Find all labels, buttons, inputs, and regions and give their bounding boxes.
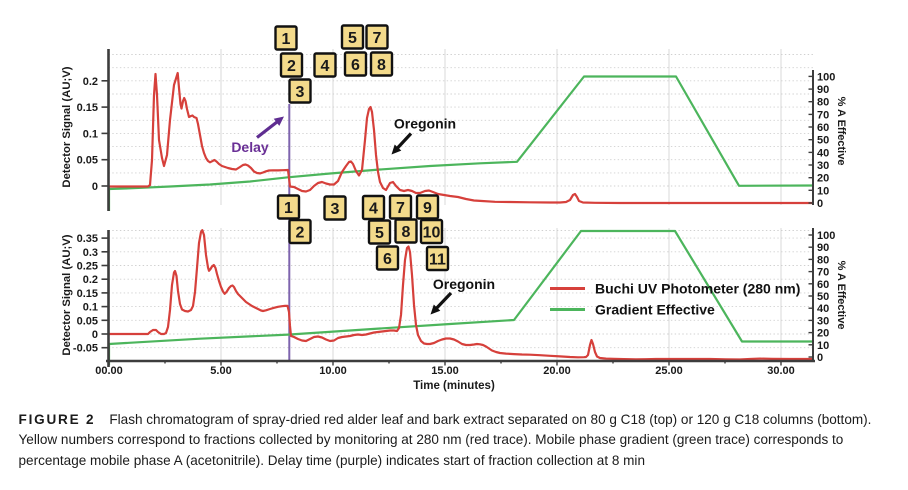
- svg-text:50: 50: [817, 135, 829, 147]
- svg-text:0: 0: [817, 352, 823, 364]
- svg-text:5.00: 5.00: [210, 365, 231, 377]
- svg-text:10: 10: [817, 340, 829, 352]
- svg-text:5: 5: [375, 225, 384, 242]
- svg-text:0.1: 0.1: [83, 128, 98, 140]
- svg-text:80: 80: [817, 97, 829, 109]
- svg-text:30: 30: [817, 315, 829, 327]
- svg-text:Time (minutes): Time (minutes): [413, 380, 495, 392]
- svg-text:60: 60: [817, 122, 829, 134]
- svg-text:10.00: 10.00: [319, 365, 347, 377]
- svg-text:10: 10: [817, 185, 829, 197]
- svg-text:30.00: 30.00: [767, 365, 795, 377]
- svg-text:10: 10: [423, 224, 441, 241]
- svg-text:0.2: 0.2: [83, 274, 98, 286]
- svg-text:80: 80: [817, 254, 829, 266]
- svg-text:% A Effective: % A Effective: [835, 261, 847, 330]
- svg-text:1: 1: [284, 200, 293, 217]
- svg-text:Oregonin: Oregonin: [433, 276, 495, 292]
- svg-text:0.3: 0.3: [83, 247, 98, 259]
- svg-text:70: 70: [817, 109, 829, 121]
- svg-text:00.00: 00.00: [95, 365, 123, 377]
- svg-text:9: 9: [423, 200, 432, 217]
- svg-text:0.1: 0.1: [83, 302, 98, 314]
- svg-text:% A Effective: % A Effective: [835, 97, 847, 166]
- svg-text:70: 70: [817, 267, 829, 279]
- svg-text:6: 6: [351, 57, 360, 74]
- svg-text:5: 5: [348, 30, 357, 47]
- svg-text:40: 40: [817, 147, 829, 159]
- svg-text:90: 90: [817, 242, 829, 254]
- svg-text:0: 0: [92, 329, 98, 341]
- svg-text:0.15: 0.15: [77, 288, 98, 300]
- svg-text:6: 6: [383, 251, 392, 268]
- svg-text:0.05: 0.05: [77, 315, 98, 327]
- svg-text:20.00: 20.00: [543, 365, 571, 377]
- svg-text:-0.05: -0.05: [73, 343, 98, 355]
- svg-text:3: 3: [296, 84, 305, 101]
- svg-text:3: 3: [331, 201, 340, 218]
- svg-text:100: 100: [817, 71, 835, 83]
- svg-text:2: 2: [287, 58, 296, 75]
- svg-text:0: 0: [817, 198, 823, 210]
- svg-text:0.25: 0.25: [77, 261, 98, 273]
- svg-text:7: 7: [373, 30, 382, 47]
- svg-text:Detector Signal (AU;V): Detector Signal (AU;V): [61, 66, 73, 187]
- svg-text:Delay: Delay: [231, 139, 269, 155]
- svg-text:7: 7: [396, 200, 405, 217]
- svg-text:Buchi UV Photometer (280 nm): Buchi UV Photometer (280 nm): [595, 281, 800, 297]
- svg-text:0.05: 0.05: [77, 155, 98, 167]
- svg-text:4: 4: [321, 58, 330, 75]
- svg-text:8: 8: [402, 224, 411, 241]
- svg-text:60: 60: [817, 279, 829, 291]
- svg-text:0.35: 0.35: [77, 233, 98, 245]
- svg-text:Detector Signal (AU;V): Detector Signal (AU;V): [61, 234, 73, 355]
- svg-text:4: 4: [369, 200, 378, 217]
- svg-text:0: 0: [92, 181, 98, 193]
- svg-text:40: 40: [817, 303, 829, 315]
- svg-text:50: 50: [817, 291, 829, 303]
- svg-text:8: 8: [377, 57, 386, 74]
- svg-text:90: 90: [817, 84, 829, 96]
- svg-text:15.00: 15.00: [431, 365, 459, 377]
- svg-text:11: 11: [429, 251, 446, 268]
- svg-text:20: 20: [817, 173, 829, 185]
- svg-text:0.2: 0.2: [83, 76, 98, 88]
- svg-text:20: 20: [817, 328, 829, 340]
- svg-text:2: 2: [296, 224, 305, 241]
- svg-text:Oregonin: Oregonin: [394, 116, 456, 132]
- svg-text:100: 100: [817, 230, 835, 242]
- svg-text:Gradient Effective: Gradient Effective: [595, 302, 715, 318]
- svg-text:30: 30: [817, 160, 829, 172]
- svg-text:25.00: 25.00: [655, 365, 683, 377]
- svg-text:0.15: 0.15: [77, 102, 98, 114]
- svg-text:1: 1: [282, 31, 291, 48]
